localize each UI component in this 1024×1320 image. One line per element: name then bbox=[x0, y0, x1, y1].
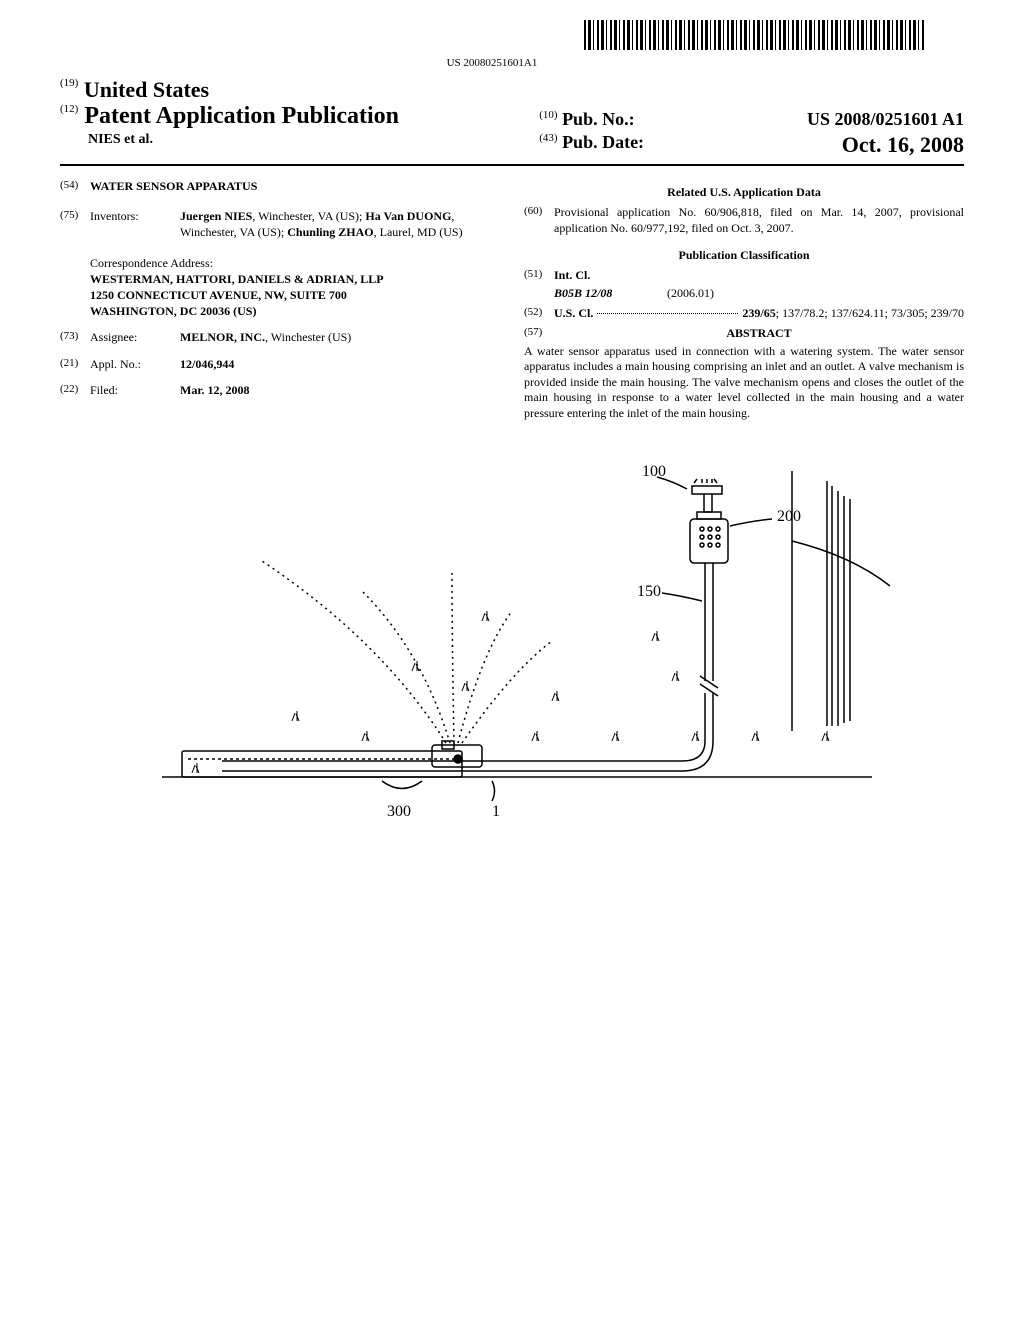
uscl-content: U.S. Cl. 239/65; 137/78.2; 137/624.11; 7… bbox=[554, 305, 964, 321]
barcode-area: US 20080251601A1 bbox=[60, 20, 964, 69]
barcode bbox=[584, 20, 924, 50]
pubdate-line: (43) Pub. Date: Oct. 16, 2008 bbox=[539, 132, 964, 153]
applno-code: (21) bbox=[60, 356, 90, 372]
pubno-value: US 2008/0251601 A1 bbox=[807, 109, 964, 130]
uscl-val2: ; 137/78.2; 137/624.11; 73/305; 239/70 bbox=[776, 305, 964, 321]
figure-label-150: 150 bbox=[637, 583, 661, 600]
filed-label: Filed: bbox=[90, 382, 180, 398]
header-left: (19) United States (12) Patent Applicati… bbox=[60, 77, 527, 158]
title-code: (54) bbox=[60, 178, 90, 194]
related-code: (60) bbox=[524, 204, 554, 236]
correspondence-name: WESTERMAN, HATTORI, DANIELS & ADRIAN, LL… bbox=[90, 271, 500, 287]
intcl-class: B05B 12/08 bbox=[554, 285, 664, 301]
pubdate-code: (43) bbox=[539, 132, 557, 144]
figure-area: 100 200 150 300 1 bbox=[60, 441, 964, 866]
intcl-date: (2006.01) bbox=[667, 286, 714, 300]
intcl-value-row: B05B 12/08 (2006.01) bbox=[554, 285, 964, 301]
abstract-label: ABSTRACT bbox=[554, 325, 964, 341]
right-column: Related U.S. Application Data (60) Provi… bbox=[524, 178, 964, 421]
intcl-label: Int. Cl. bbox=[554, 267, 590, 283]
related-row: (60) Provisional application No. 60/906,… bbox=[524, 204, 964, 236]
invention-title: WATER SENSOR APPARATUS bbox=[90, 178, 500, 194]
intcl-code: (51) bbox=[524, 267, 554, 283]
country-name: United States bbox=[84, 77, 209, 102]
applno-row: (21) Appl. No.: 12/046,944 bbox=[60, 356, 500, 372]
correspondence-label: Correspondence Address: bbox=[90, 255, 500, 271]
abstract-code: (57) bbox=[524, 325, 554, 341]
classification-title: Publication Classification bbox=[524, 247, 964, 263]
filed-value: Mar. 12, 2008 bbox=[180, 382, 500, 398]
applno-label: Appl. No.: bbox=[90, 356, 180, 372]
pubno-line: (10) Pub. No.: US 2008/0251601 A1 bbox=[539, 109, 964, 130]
correspondence-addr2: WASHINGTON, DC 20036 (US) bbox=[90, 303, 500, 319]
inventors-row: (75) Inventors: Juergen NIES, Winchester… bbox=[60, 208, 500, 240]
filed-code: (22) bbox=[60, 382, 90, 398]
assignee-value: MELNOR, INC., Winchester (US) bbox=[180, 329, 500, 345]
pubno-code: (10) bbox=[539, 109, 557, 121]
uscl-val1: 239/65 bbox=[742, 305, 775, 321]
correspondence-block: Correspondence Address: WESTERMAN, HATTO… bbox=[90, 255, 500, 320]
pubno-label: Pub. No.: bbox=[562, 109, 635, 129]
inventors-value: Juergen NIES, Winchester, VA (US); Ha Va… bbox=[180, 208, 500, 240]
pubdate-label: Pub. Date: bbox=[562, 132, 644, 152]
correspondence-addr1: 1250 CONNECTICUT AVENUE, NW, SUITE 700 bbox=[90, 287, 500, 303]
uscl-label: U.S. Cl. bbox=[554, 305, 593, 321]
abstract-header-row: (57) ABSTRACT bbox=[524, 325, 964, 341]
figure-label-300: 300 bbox=[387, 803, 411, 820]
header: (19) United States (12) Patent Applicati… bbox=[60, 77, 964, 166]
related-text: Provisional application No. 60/906,818, … bbox=[554, 204, 964, 236]
figure-label-200: 200 bbox=[777, 508, 801, 525]
inventors-label: Inventors: bbox=[90, 208, 180, 240]
uscl-row: (52) U.S. Cl. 239/65; 137/78.2; 137/624.… bbox=[524, 305, 964, 321]
pubtype-line: (12) Patent Application Publication bbox=[60, 103, 527, 130]
patent-figure: 100 200 150 300 1 bbox=[132, 441, 892, 861]
pubtype-code: (12) bbox=[60, 103, 78, 115]
country-code: (19) bbox=[60, 77, 78, 89]
assignee-row: (73) Assignee: MELNOR, INC., Winchester … bbox=[60, 329, 500, 345]
authors-line: NIES et al. bbox=[88, 132, 527, 148]
assignee-label: Assignee: bbox=[90, 329, 180, 345]
related-title: Related U.S. Application Data bbox=[524, 184, 964, 200]
main-content: (54) WATER SENSOR APPARATUS (75) Invento… bbox=[60, 178, 964, 421]
barcode-text: US 20080251601A1 bbox=[60, 57, 924, 69]
assignee-name: MELNOR, INC. bbox=[180, 330, 265, 344]
inventors-code: (75) bbox=[60, 208, 90, 240]
pubtype-text: Patent Application Publication bbox=[84, 103, 399, 129]
assignee-code: (73) bbox=[60, 329, 90, 345]
title-row: (54) WATER SENSOR APPARATUS bbox=[60, 178, 500, 194]
header-right: (10) Pub. No.: US 2008/0251601 A1 (43) P… bbox=[527, 77, 964, 158]
filed-row: (22) Filed: Mar. 12, 2008 bbox=[60, 382, 500, 398]
applno-value: 12/046,944 bbox=[180, 356, 500, 372]
pubdate-value: Oct. 16, 2008 bbox=[842, 132, 964, 158]
figure-label-100: 100 bbox=[642, 463, 666, 480]
figure-label-1: 1 bbox=[492, 803, 500, 820]
assignee-loc: , Winchester (US) bbox=[265, 330, 351, 344]
left-column: (54) WATER SENSOR APPARATUS (75) Invento… bbox=[60, 178, 500, 421]
abstract-text: A water sensor apparatus used in connect… bbox=[524, 344, 964, 422]
uscl-dots bbox=[597, 305, 738, 314]
intcl-row: (51) Int. Cl. bbox=[524, 267, 964, 283]
country-line: (19) United States bbox=[60, 77, 527, 103]
uscl-code: (52) bbox=[524, 305, 554, 321]
